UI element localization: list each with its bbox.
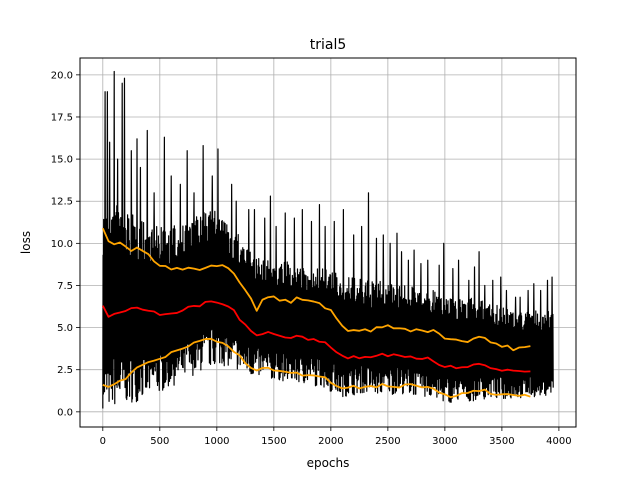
x-tick-label: 2500 (375, 436, 400, 447)
y-tick-label: 20.0 (51, 70, 73, 81)
x-axis-ticks: 0 500 1000 1500 2000 2500 3000 3500 4000 (100, 427, 572, 447)
x-tick-label: 4000 (546, 436, 571, 447)
y-axis-ticks: 0.0 2.5 5.0 7.5 10.0 12.5 15.0 17.5 20.0 (51, 70, 80, 418)
x-tick-label: 3500 (489, 436, 514, 447)
x-tick-label: 2000 (318, 436, 343, 447)
x-tick-label: 1000 (204, 436, 229, 447)
y-tick-label: 17.5 (51, 112, 73, 123)
y-tick-label: 0.0 (57, 407, 73, 418)
x-tick-label: 1500 (261, 436, 286, 447)
y-tick-label: 15.0 (51, 155, 73, 166)
x-axis-label: epochs (307, 456, 350, 470)
upper-band-line (101, 227, 531, 352)
y-tick-label: 5.0 (57, 323, 73, 334)
lower-band-line (102, 337, 531, 399)
axes-frame (79, 57, 577, 428)
mean-loss-line (101, 300, 531, 373)
y-tick-label: 12.5 (51, 197, 73, 208)
raw-loss-line (102, 70, 554, 409)
y-tick-label: 2.5 (57, 365, 73, 376)
chart-title: trial5 (310, 37, 347, 53)
x-tick-label: 3000 (432, 436, 457, 447)
x-tick-label: 500 (150, 436, 169, 447)
x-tick-label: 0 (100, 436, 106, 447)
y-tick-label: 10.0 (51, 239, 73, 250)
y-tick-label: 7.5 (57, 281, 73, 292)
y-axis-label: loss (19, 231, 33, 254)
plot-area (101, 70, 554, 409)
